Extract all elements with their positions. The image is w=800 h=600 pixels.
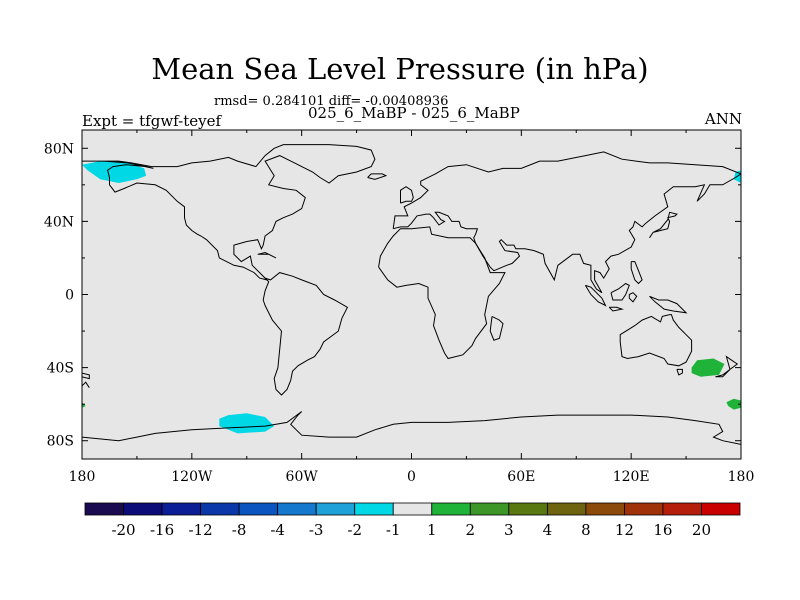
y-tick-label: 40N — [44, 214, 74, 230]
x-tick-label: 180 — [69, 469, 96, 485]
coastline — [82, 144, 376, 281]
colorbar-label: -8 — [232, 521, 247, 539]
x-tick-label: 120E — [613, 469, 650, 485]
y-tick-label: 80N — [44, 141, 74, 157]
y-tick-label: 40S — [47, 361, 74, 377]
coastline — [608, 306, 624, 312]
anomaly-layer — [82, 161, 741, 434]
colorbar-swatch — [238, 502, 279, 516]
chart-subtitle: 025_6_MaBP - 025_6_MaBP — [308, 104, 520, 122]
coastline — [367, 173, 388, 180]
coastline — [630, 261, 643, 285]
colorbar-label: -3 — [309, 521, 324, 539]
colorbar-label: 1 — [427, 521, 437, 539]
x-tick-label: 60W — [286, 469, 319, 485]
chart-title: Mean Sea Level Pressure (in hPa) — [151, 52, 649, 86]
coastline — [82, 411, 741, 445]
coastline — [82, 372, 90, 380]
coastline — [715, 355, 739, 378]
colorbar-swatch — [701, 502, 741, 516]
y-tick-label: 0 — [65, 288, 74, 304]
colorbar-swatch — [624, 502, 664, 516]
x-tick-label: 120W — [171, 469, 213, 485]
colorbar-swatch — [84, 502, 124, 516]
anomaly-antarctic-south-pacific — [219, 413, 275, 434]
colorbar-label: 12 — [615, 521, 634, 539]
colorbar-label: -4 — [270, 521, 285, 539]
coastline — [378, 226, 506, 360]
colorbar-swatch — [392, 502, 433, 516]
coastline — [82, 381, 90, 388]
colorbar-label: 4 — [543, 521, 553, 539]
coastline — [649, 211, 678, 239]
coastline — [584, 284, 607, 307]
colorbar-swatch — [315, 502, 356, 516]
anomaly-south-tasman — [691, 358, 725, 377]
colorbar-label: 20 — [692, 521, 711, 539]
colorbar-label: 16 — [653, 521, 672, 539]
colorbar-swatch — [508, 502, 548, 516]
x-tick-label: 180 — [728, 469, 755, 485]
colorbar-label: -1 — [386, 521, 401, 539]
coastline — [649, 295, 688, 314]
coastline — [489, 315, 504, 341]
season-label: ANN — [704, 110, 742, 128]
x-tick-label: 60E — [507, 469, 535, 485]
colorbar-swatch — [585, 502, 625, 516]
stats-line: rmsd= 0.284101 diff= -0.00408936 — [214, 94, 449, 109]
coastline — [676, 368, 683, 376]
plot-background — [82, 130, 741, 459]
coastline — [400, 186, 414, 204]
colorbar-label: -2 — [347, 521, 362, 539]
colorbar-swatch — [354, 502, 394, 516]
colorbar-label: -12 — [189, 521, 213, 539]
coastline — [257, 251, 277, 259]
colorbar-label: -20 — [111, 521, 135, 539]
colorbar-swatch — [546, 502, 587, 516]
colorbar-swatch — [161, 502, 201, 516]
colorbar-label: 3 — [504, 521, 514, 539]
colorbar-label: 8 — [581, 521, 591, 539]
coastline — [628, 292, 638, 303]
colorbar-swatch — [469, 502, 510, 516]
colorbar-label: -16 — [150, 521, 174, 539]
colorbar-swatch — [277, 502, 317, 516]
coastline — [619, 314, 693, 367]
coastline — [610, 282, 630, 301]
coastline — [262, 272, 349, 396]
colorbar-label: 2 — [466, 521, 476, 539]
coastline — [392, 151, 741, 294]
x-tick-label: 0 — [407, 469, 416, 485]
anomaly-north-pacific — [82, 161, 147, 183]
experiment-label: Expt = tfgwf-teyef — [82, 112, 222, 130]
coastline-layer — [82, 144, 741, 445]
y-tick-label: 80S — [47, 434, 74, 450]
colorbar-swatch — [431, 502, 471, 516]
colorbar-swatch — [123, 502, 163, 516]
colorbar-swatch — [200, 502, 240, 516]
colorbar-swatch — [662, 502, 702, 516]
axes-layer: 180 120W 60W 0 60E 120E 180 80N 40N 0 40S 80S — [44, 130, 754, 485]
colorbar: -20 -16 -12 -8 -4 -3 -2 -1 1 2 3 4 8 12 16 20 — [84, 502, 741, 539]
anomaly-southern-ocean-east — [726, 398, 741, 410]
